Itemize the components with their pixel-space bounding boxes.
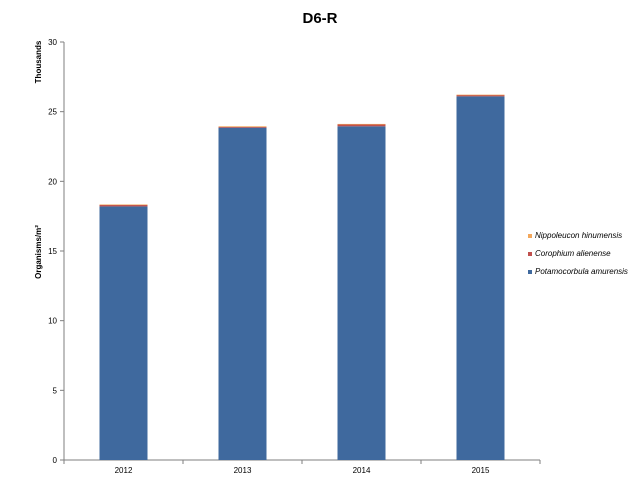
y-tick-label: 20	[48, 177, 57, 186]
x-tick-label: 2014	[353, 466, 371, 475]
x-axis: 2012 2013 2014 2015	[63, 459, 541, 475]
legend-swatch	[528, 234, 532, 238]
legend-swatch	[528, 252, 532, 256]
x-tick-label: 2013	[234, 466, 252, 475]
bar-segment-3	[337, 123, 386, 125]
y-tick-label: 15	[48, 247, 57, 256]
bar-segment-1	[218, 127, 267, 460]
y-tick-label: 0	[53, 456, 58, 465]
y-tick-label: 30	[48, 38, 57, 47]
legend-swatch	[528, 270, 532, 274]
legend-label: Potamocorbula amurensis	[535, 267, 628, 276]
legend-label: Corophium alienense	[535, 249, 611, 258]
bar-segment-3	[456, 94, 505, 96]
bars	[99, 94, 505, 461]
bar-segment-2	[337, 124, 386, 127]
bar-segment-3	[99, 204, 148, 206]
bar-segment-1	[99, 206, 148, 460]
bar-segment-1	[337, 126, 386, 461]
y-tick-label: 10	[48, 317, 57, 326]
y-units-label: Thousands	[34, 40, 43, 83]
y-tick-label: 25	[48, 108, 57, 117]
y-tick-label: 5	[53, 386, 58, 395]
y-axis-label: Organisms/m²	[34, 225, 43, 279]
bar-segment-2	[99, 204, 148, 207]
bar-segment-3	[218, 126, 267, 127]
legend-label: Nippoleucon hinumensis	[535, 231, 622, 240]
y-axis: 0 5 10 15 20 25 30	[48, 38, 65, 465]
bar-segment-1	[456, 96, 505, 460]
x-tick-label: 2015	[472, 466, 490, 475]
x-tick-label: 2012	[115, 466, 133, 475]
chart-title: D6-R	[302, 10, 337, 27]
legend: Nippoleucon hinumensis Corophium alienens…	[528, 231, 628, 276]
bar-segment-2	[218, 126, 267, 128]
bar-segment-2	[456, 94, 505, 97]
